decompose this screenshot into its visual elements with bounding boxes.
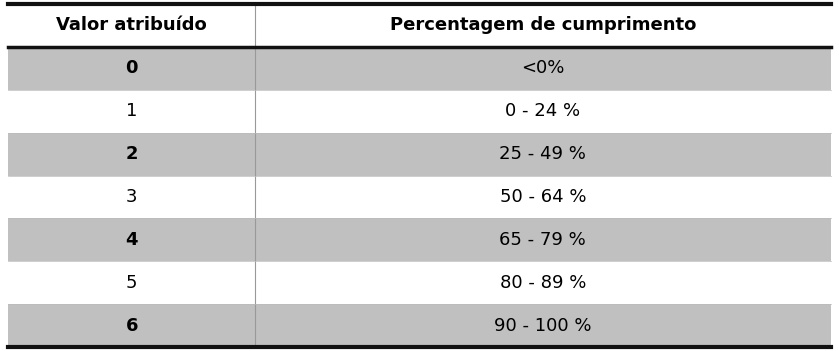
Bar bbox=[255, 218, 831, 261]
Text: 6: 6 bbox=[126, 317, 138, 335]
Text: Percentagem de cumprimento: Percentagem de cumprimento bbox=[389, 16, 696, 34]
Text: 50 - 64 %: 50 - 64 % bbox=[499, 188, 586, 206]
Text: Valor atribuído: Valor atribuído bbox=[56, 16, 207, 34]
Text: 4: 4 bbox=[126, 231, 138, 249]
Bar bbox=[255, 133, 831, 176]
Bar bbox=[255, 47, 831, 90]
Bar bbox=[8, 261, 255, 305]
Text: <0%: <0% bbox=[521, 59, 565, 77]
Text: 3: 3 bbox=[126, 188, 138, 206]
Text: 2: 2 bbox=[126, 145, 138, 163]
Text: 5: 5 bbox=[126, 274, 138, 292]
Bar bbox=[255, 176, 831, 218]
Bar bbox=[8, 176, 255, 218]
Bar bbox=[255, 304, 831, 347]
Bar bbox=[8, 90, 255, 133]
Text: 1: 1 bbox=[126, 102, 138, 120]
Text: 80 - 89 %: 80 - 89 % bbox=[500, 274, 586, 292]
Bar bbox=[8, 4, 255, 47]
Text: 0 - 24 %: 0 - 24 % bbox=[505, 102, 581, 120]
Text: 90 - 100 %: 90 - 100 % bbox=[494, 317, 591, 335]
Text: 65 - 79 %: 65 - 79 % bbox=[499, 231, 586, 249]
Bar bbox=[255, 261, 831, 305]
Text: 0: 0 bbox=[126, 59, 138, 77]
Bar bbox=[8, 47, 255, 90]
Bar bbox=[255, 90, 831, 133]
Bar bbox=[8, 218, 255, 261]
Text: 25 - 49 %: 25 - 49 % bbox=[499, 145, 586, 163]
Bar bbox=[8, 304, 255, 347]
Bar bbox=[8, 133, 255, 176]
Bar bbox=[255, 4, 831, 47]
